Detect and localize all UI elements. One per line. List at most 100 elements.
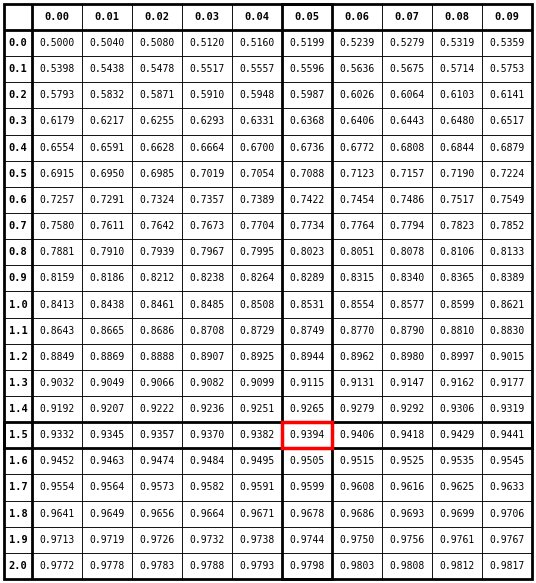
Bar <box>82 82 132 108</box>
Text: 0.5000: 0.5000 <box>39 38 75 48</box>
Bar <box>232 344 282 370</box>
Bar <box>32 56 82 82</box>
Text: 0.8869: 0.8869 <box>90 352 125 362</box>
Bar <box>82 344 132 370</box>
Bar <box>332 108 382 135</box>
Bar <box>82 370 132 396</box>
Bar <box>482 187 532 213</box>
Text: 0.8106: 0.8106 <box>440 247 474 257</box>
Bar <box>82 396 132 422</box>
Text: 1.2: 1.2 <box>9 352 27 362</box>
Text: 0.8051: 0.8051 <box>339 247 375 257</box>
Bar <box>132 526 182 553</box>
Text: 0.08: 0.08 <box>444 12 470 22</box>
Text: 0.9370: 0.9370 <box>189 430 225 440</box>
Bar <box>282 370 332 396</box>
Text: 0.6064: 0.6064 <box>389 90 425 100</box>
Text: 0.9535: 0.9535 <box>440 456 474 466</box>
Text: 0.9382: 0.9382 <box>240 430 274 440</box>
Text: 0.5910: 0.5910 <box>189 90 225 100</box>
Text: 0.9582: 0.9582 <box>189 483 225 493</box>
Bar <box>332 30 382 56</box>
Bar <box>32 108 82 135</box>
Bar <box>482 239 532 265</box>
Bar <box>332 448 382 475</box>
Text: 0.8599: 0.8599 <box>440 300 474 310</box>
Bar <box>432 553 482 579</box>
Bar <box>332 318 382 344</box>
Bar <box>182 396 232 422</box>
Text: 0.7967: 0.7967 <box>189 247 225 257</box>
Bar <box>132 82 182 108</box>
Text: 0.6628: 0.6628 <box>139 143 175 153</box>
Bar <box>132 265 182 292</box>
Text: 0.6844: 0.6844 <box>440 143 474 153</box>
Bar <box>182 187 232 213</box>
Text: 0.9778: 0.9778 <box>90 561 125 571</box>
Bar <box>4 239 32 265</box>
Text: 0.9236: 0.9236 <box>189 404 225 414</box>
Bar <box>282 396 332 422</box>
Bar <box>32 370 82 396</box>
Bar <box>482 396 532 422</box>
Text: 0.9633: 0.9633 <box>489 483 525 493</box>
Bar <box>482 344 532 370</box>
Bar <box>182 292 232 318</box>
Bar <box>32 135 82 161</box>
Text: 0.8665: 0.8665 <box>90 326 125 336</box>
Text: 0.6554: 0.6554 <box>39 143 75 153</box>
Bar <box>132 448 182 475</box>
Bar <box>82 475 132 501</box>
Text: 0.5160: 0.5160 <box>240 38 274 48</box>
Text: 1.5: 1.5 <box>9 430 27 440</box>
Text: 0.6985: 0.6985 <box>139 169 175 179</box>
Bar <box>132 501 182 526</box>
Text: 0.9332: 0.9332 <box>39 430 75 440</box>
Bar <box>432 108 482 135</box>
Text: 0.6331: 0.6331 <box>240 117 274 127</box>
Bar <box>182 292 232 318</box>
Bar <box>282 448 332 475</box>
Text: 0.9772: 0.9772 <box>39 561 75 571</box>
Bar <box>382 213 432 239</box>
Bar <box>332 82 382 108</box>
Text: 0.9115: 0.9115 <box>289 378 325 388</box>
Text: 0.9525: 0.9525 <box>389 456 425 466</box>
Bar <box>132 213 182 239</box>
Bar <box>282 239 332 265</box>
Bar <box>82 187 132 213</box>
Bar <box>382 448 432 475</box>
Text: 0.9222: 0.9222 <box>139 404 175 414</box>
Bar <box>382 265 432 292</box>
Bar <box>382 187 432 213</box>
Text: 0.9798: 0.9798 <box>289 561 325 571</box>
Bar <box>332 161 382 187</box>
Text: 0.7549: 0.7549 <box>489 195 525 205</box>
Text: 0.9265: 0.9265 <box>289 404 325 414</box>
Text: 0.5987: 0.5987 <box>289 90 325 100</box>
Text: 0.8389: 0.8389 <box>489 273 525 283</box>
Text: 0.5714: 0.5714 <box>440 64 474 74</box>
Bar <box>382 265 432 292</box>
Bar <box>182 265 232 292</box>
Bar <box>32 56 82 82</box>
Bar <box>4 396 32 422</box>
Bar <box>332 553 382 579</box>
Text: 0.8577: 0.8577 <box>389 300 425 310</box>
Bar <box>4 265 32 292</box>
Text: 0.7939: 0.7939 <box>139 247 175 257</box>
Text: 0.9032: 0.9032 <box>39 378 75 388</box>
Bar <box>282 30 332 56</box>
Text: 0.8944: 0.8944 <box>289 352 325 362</box>
Bar <box>282 30 332 56</box>
Bar <box>232 370 282 396</box>
Text: 0.6443: 0.6443 <box>389 117 425 127</box>
Bar <box>4 187 32 213</box>
Bar <box>32 448 82 475</box>
Bar <box>432 187 482 213</box>
Bar <box>182 448 232 475</box>
Text: 0.6293: 0.6293 <box>189 117 225 127</box>
Bar <box>4 553 32 579</box>
Text: 0.6700: 0.6700 <box>240 143 274 153</box>
Bar <box>432 265 482 292</box>
